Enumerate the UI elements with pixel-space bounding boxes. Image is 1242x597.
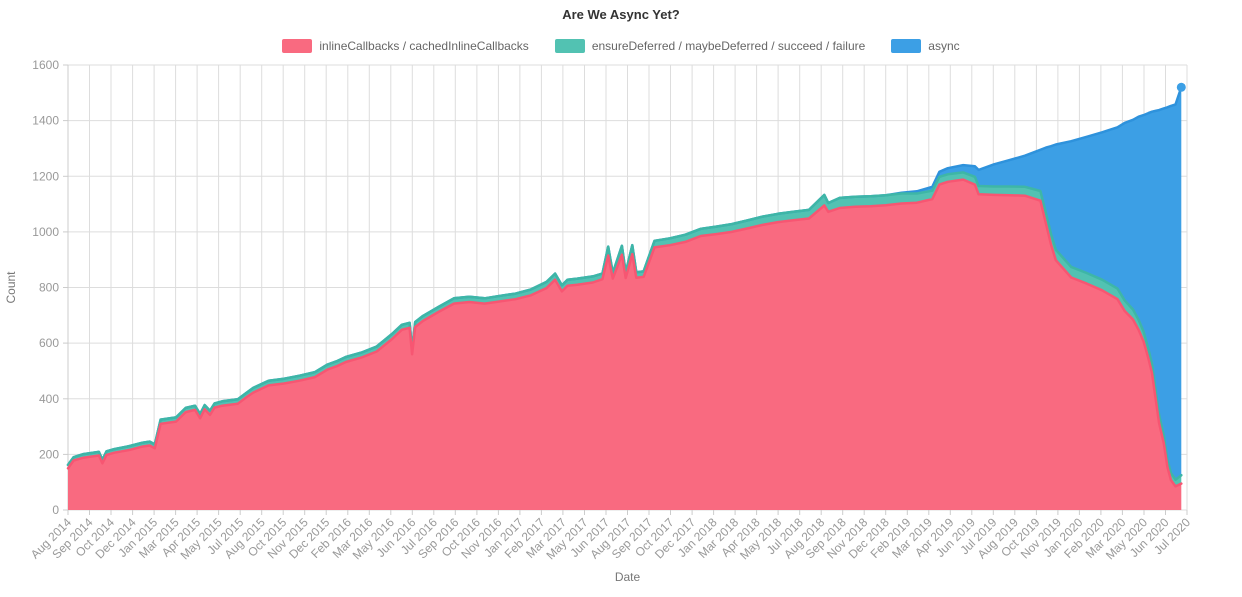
legend-swatch-ensuredeferred (554, 39, 585, 53)
y-tick-label: 200 (39, 447, 59, 461)
y-tick-label: 600 (39, 336, 59, 350)
area-edge-inlinecallbacks (66, 178, 1183, 488)
legend-item-async[interactable]: async (891, 39, 960, 53)
x-axis-title: Date (615, 570, 641, 584)
y-tick-label: 400 (39, 392, 59, 406)
chart-title: Are We Async Yet? (562, 7, 680, 22)
y-tick-label: 0 (52, 503, 59, 517)
area-inlinecallbacks[interactable] (68, 179, 1182, 510)
legend-swatch-inlinecallbacks (282, 39, 313, 53)
legend-swatch-async (891, 39, 922, 53)
legend-item-ensuredeferred[interactable]: ensureDeferred / maybeDeferred / succeed… (554, 39, 866, 53)
y-axis-title: Count (4, 271, 18, 304)
area-edge-ensuredeferred (66, 171, 1183, 481)
legend-label-ensuredeferred: ensureDeferred / maybeDeferred / succeed… (591, 39, 866, 53)
y-tick-label: 1600 (32, 58, 59, 72)
y-tick-label: 1400 (32, 114, 59, 128)
y-tick-label: 1000 (32, 225, 59, 239)
legend-label-inlinecallbacks: inlineCallbacks / cachedInlineCallbacks (319, 39, 529, 53)
y-tick-label: 800 (39, 281, 59, 295)
legend-item-inlinecallbacks[interactable]: inlineCallbacks / cachedInlineCallbacks (282, 39, 529, 53)
last-point-dot[interactable] (1176, 82, 1186, 92)
legend-label-async: async (928, 39, 960, 53)
y-tick-label: 1200 (32, 169, 59, 183)
legend: inlineCallbacks / cachedInlineCallbacks … (0, 39, 1242, 53)
